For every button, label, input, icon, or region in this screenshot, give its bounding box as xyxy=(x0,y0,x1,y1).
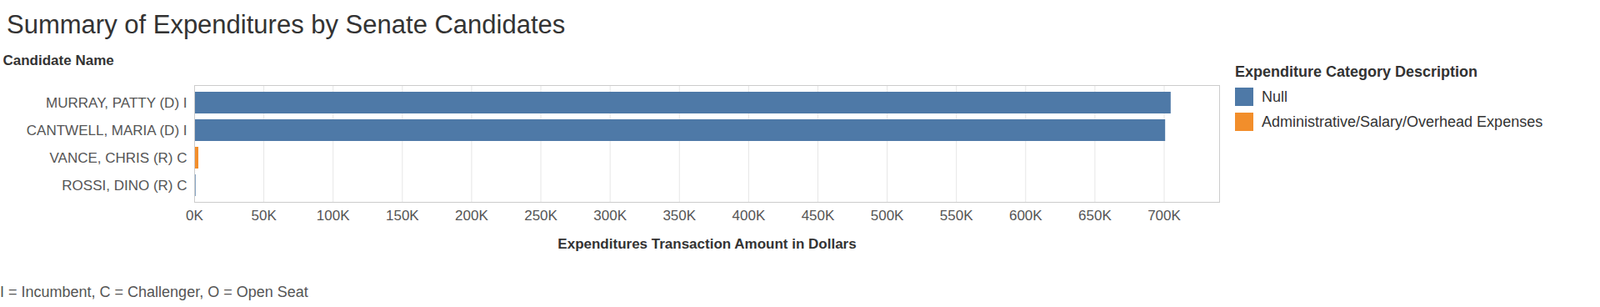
svg-text:350K: 350K xyxy=(662,207,696,224)
svg-text:550K: 550K xyxy=(940,207,974,224)
svg-text:150K: 150K xyxy=(385,207,420,224)
html-text:I = Incumbent, C = Challenger,: I = Incumbent, C = Challenger, O = Open … xyxy=(0,283,309,300)
svg-text:ROSSI, DINO (R) C: ROSSI, DINO (R) C xyxy=(61,177,187,194)
html-text:Expenditure Category Descripti: Expenditure Category Description xyxy=(1235,63,1478,80)
svg-text:Candidate Name: Candidate Name xyxy=(3,52,115,69)
svg-text:450K: 450K xyxy=(801,207,835,224)
svg-text:400K: 400K xyxy=(732,207,766,224)
svg-text:MURRAY, PATTY (D) I: MURRAY, PATTY (D) I xyxy=(45,95,187,111)
html-text:Administrative/Salary/Overhead: Administrative/Salary/Overhead Expenses xyxy=(1261,112,1543,130)
svg-text:300K: 300K xyxy=(593,207,627,224)
svg-text:VANCE, CHRIS (R) C: VANCE, CHRIS (R) C xyxy=(50,150,188,166)
svg-text:Expenditures Transaction Amoun: Expenditures Transaction Amount in Dolla… xyxy=(557,235,856,252)
svg-text:200K: 200K xyxy=(455,207,489,224)
svg-text:250K: 250K xyxy=(524,207,558,224)
html-text:Null: Null xyxy=(1261,87,1288,105)
html-text:Summary of Expenditures by Sen: Summary of Expenditures by Senate Candid… xyxy=(6,10,566,40)
svg-text:500K: 500K xyxy=(870,207,905,224)
svg-text:CANTWELL, MARIA (D) I: CANTWELL, MARIA (D) I xyxy=(26,122,188,139)
svg-text:100K: 100K xyxy=(316,207,350,224)
svg-text:700K: 700K xyxy=(1147,207,1181,224)
svg-text:650K: 650K xyxy=(1078,207,1112,224)
svg-text:0K: 0K xyxy=(185,207,204,224)
svg-text:50K: 50K xyxy=(250,207,277,224)
svg-text:600K: 600K xyxy=(1009,207,1043,224)
